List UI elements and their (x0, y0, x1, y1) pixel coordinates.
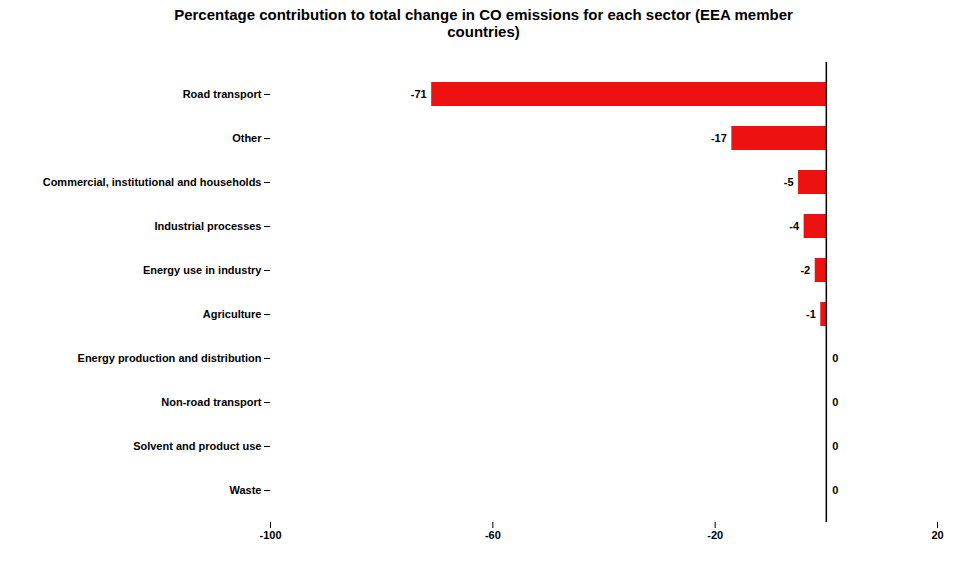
svg-text:Non-road transport: Non-road transport (161, 396, 262, 408)
svg-text:Energy production and distribu: Energy production and distribution (78, 352, 262, 364)
html-text:Percentage contribution to tot: Percentage contribution to total change … (174, 6, 793, 40)
svg-text:0: 0 (832, 484, 838, 496)
svg-text:20: 20 (931, 529, 943, 541)
svg-text:Waste: Waste (230, 484, 262, 496)
svg-text:Commercial, institutional and: Commercial, institutional and households (43, 176, 262, 188)
svg-text:Energy use in industry: Energy use in industry (143, 264, 262, 276)
svg-text:Industrial processes: Industrial processes (155, 220, 262, 232)
svg-text:Solvent and product use: Solvent and product use (133, 440, 261, 452)
svg-text:-20: -20 (707, 529, 723, 541)
svg-text:-100: -100 (259, 529, 281, 541)
svg-text:0: 0 (832, 352, 838, 364)
svg-text:0: 0 (832, 440, 838, 452)
svg-text:0: 0 (832, 396, 838, 408)
svg-text:-60: -60 (485, 529, 501, 541)
svg-text:Other: Other (232, 132, 262, 144)
svg-text:-17: -17 (711, 132, 727, 144)
svg-text:Road transport: Road transport (183, 88, 262, 100)
svg-text:-4: -4 (789, 220, 800, 232)
svg-text:-1: -1 (806, 308, 816, 320)
svg-text:-5: -5 (784, 176, 794, 188)
svg-text:-2: -2 (800, 264, 810, 276)
svg-text:-71: -71 (411, 88, 427, 100)
svg-text:Agriculture: Agriculture (203, 308, 262, 320)
